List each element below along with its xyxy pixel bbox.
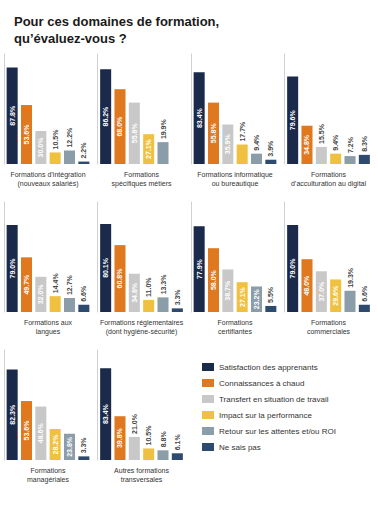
svg-text:48.6%: 48.6%	[37, 423, 44, 444]
svg-text:87.8%: 87.8%	[9, 105, 16, 126]
svg-text:19.3%: 19.3%	[347, 267, 354, 288]
svg-text:9.4%: 9.4%	[253, 134, 260, 151]
svg-text:17.7%: 17.7%	[239, 121, 246, 142]
svg-text:3.9%: 3.9%	[267, 140, 274, 157]
svg-text:32.0%: 32.0%	[37, 284, 44, 305]
svg-text:Formations: Formations	[30, 467, 66, 474]
svg-text:certifiantes: certifiantes	[218, 328, 252, 335]
svg-text:27.1%: 27.1%	[145, 138, 152, 159]
svg-text:Transfert en situation de trav: Transfert en situation de travail	[219, 395, 329, 404]
svg-text:83.4%: 83.4%	[196, 107, 203, 128]
svg-text:39.8%: 39.8%	[116, 427, 123, 448]
svg-text:15.5%: 15.5%	[318, 123, 325, 144]
svg-text:Autres formations: Autres formations	[114, 467, 169, 474]
svg-text:35.9%: 35.9%	[224, 134, 231, 155]
svg-text:12.7%: 12.7%	[66, 274, 73, 295]
svg-text:8.3%: 8.3%	[361, 135, 368, 152]
svg-text:23.2%: 23.2%	[253, 289, 260, 310]
svg-text:10.5%: 10.5%	[52, 129, 59, 150]
svg-text:48.0%: 48.0%	[303, 275, 310, 296]
svg-text:9.4%: 9.4%	[332, 134, 339, 151]
svg-text:managériales: managériales	[27, 476, 70, 484]
svg-text:55.8%: 55.8%	[131, 123, 138, 144]
svg-text:12.2%: 12.2%	[66, 127, 73, 148]
svg-text:commerciales: commerciales	[307, 328, 351, 335]
svg-text:Formations: Formations	[311, 171, 347, 178]
svg-text:d’acculturation au digital: d’acculturation au digital	[291, 180, 367, 188]
svg-text:53.6%: 53.6%	[23, 420, 30, 441]
svg-text:53.6%: 53.6%	[23, 124, 30, 145]
svg-text:Ne sais pas: Ne sais pas	[219, 443, 261, 452]
svg-text:transversales: transversales	[121, 476, 163, 483]
svg-text:5.5%: 5.5%	[267, 286, 274, 303]
svg-text:30.0%: 30.0%	[37, 137, 44, 158]
svg-text:10.5%: 10.5%	[145, 425, 152, 446]
svg-text:Formations: Formations	[124, 171, 160, 178]
svg-text:8.8%: 8.8%	[160, 431, 167, 448]
svg-text:Formations: Formations	[217, 319, 253, 326]
svg-text:Satisfaction des apprenants: Satisfaction des apprenants	[219, 363, 318, 372]
svg-text:60.8%: 60.8%	[116, 268, 123, 289]
svg-text:6.6%: 6.6%	[361, 285, 368, 302]
svg-text:58.0%: 58.0%	[210, 269, 217, 290]
svg-text:Formations d’intégration: Formations d’intégration	[10, 171, 85, 179]
svg-text:langues: langues	[36, 328, 61, 336]
svg-text:2.2%: 2.2%	[80, 142, 87, 159]
svg-text:Retour sur les attentes et/ou: Retour sur les attentes et/ou ROI	[219, 427, 336, 436]
svg-text:Connaissances à chaud: Connaissances à chaud	[219, 379, 304, 388]
svg-text:3.3%: 3.3%	[80, 437, 87, 454]
svg-text:82.3%: 82.3%	[9, 404, 16, 425]
svg-text:21.0%: 21.0%	[131, 413, 138, 434]
svg-text:Formations aux: Formations aux	[24, 319, 73, 326]
svg-text:6.6%: 6.6%	[80, 285, 87, 302]
svg-text:28.2%: 28.2%	[52, 434, 59, 455]
svg-text:qu’évaluez-vous ?: qu’évaluez-vous ?	[14, 31, 127, 46]
svg-text:79.0%: 79.0%	[289, 258, 296, 279]
svg-text:80.1%: 80.1%	[102, 257, 109, 278]
svg-text:49.7%: 49.7%	[23, 274, 30, 295]
svg-text:37.0%: 37.0%	[318, 281, 325, 302]
svg-text:spécifiques métiers: spécifiques métiers	[112, 180, 172, 188]
svg-text:29.6%: 29.6%	[332, 285, 339, 306]
svg-text:6.1%: 6.1%	[174, 434, 181, 451]
svg-text:ou bureautique: ou bureautique	[212, 180, 259, 188]
svg-text:77.9%: 77.9%	[196, 258, 203, 279]
svg-text:Impact sur la performance: Impact sur la performance	[219, 411, 312, 420]
svg-text:34.8%: 34.8%	[131, 282, 138, 303]
svg-text:19.9%: 19.9%	[160, 118, 167, 139]
svg-text:13.3%: 13.3%	[160, 274, 167, 295]
svg-text:Pour ces domaines de formation: Pour ces domaines de formation,	[14, 14, 219, 29]
svg-text:68.0%: 68.0%	[116, 116, 123, 137]
svg-text:11.0%: 11.0%	[145, 277, 152, 297]
svg-text:83.4%: 83.4%	[102, 403, 109, 424]
svg-text:Formations informatique: Formations informatique	[197, 171, 273, 179]
svg-text:Formations: Formations	[311, 319, 347, 326]
svg-text:86.2%: 86.2%	[102, 106, 109, 127]
svg-text:14.4%: 14.4%	[52, 273, 59, 294]
svg-text:34.8%: 34.8%	[303, 134, 310, 155]
svg-text:7.2%: 7.2%	[347, 136, 354, 153]
svg-text:3.3%: 3.3%	[174, 289, 181, 306]
svg-text:23.8%: 23.8%	[66, 436, 73, 457]
svg-text:(dont hygiène-sécurité): (dont hygiène-sécurité)	[106, 328, 178, 336]
svg-text:79.6%: 79.6%	[289, 110, 296, 131]
svg-text:79.0%: 79.0%	[9, 258, 16, 279]
svg-text:27.1%: 27.1%	[239, 286, 246, 307]
svg-text:(nouveaux salariés): (nouveaux salariés)	[17, 180, 78, 188]
svg-text:Formations réglementaires: Formations réglementaires	[100, 319, 184, 327]
svg-text:55.8%: 55.8%	[210, 123, 217, 144]
svg-text:38.7%: 38.7%	[224, 280, 231, 301]
